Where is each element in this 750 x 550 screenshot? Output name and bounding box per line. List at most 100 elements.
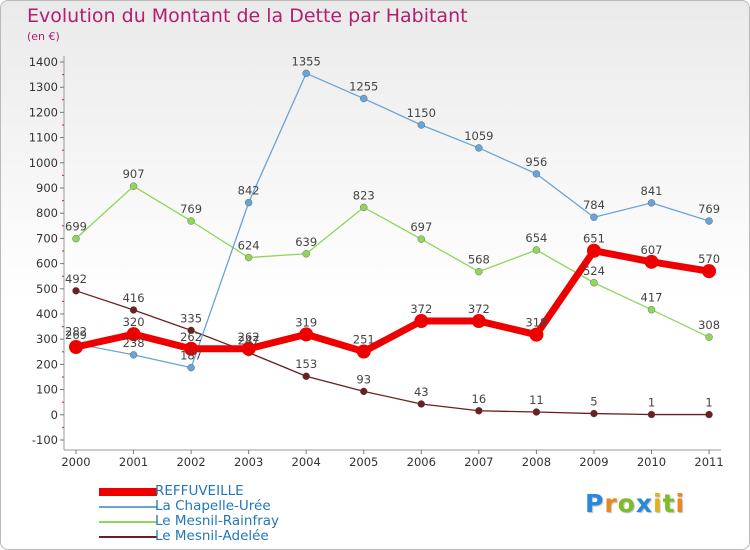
data-point-le-mesnil-rainfray — [705, 333, 713, 341]
data-label-reffuveille: 372 — [468, 302, 490, 316]
data-label-la-chapelle-ur-e: 238 — [123, 336, 145, 350]
data-label-la-chapelle-ur-e: 282 — [65, 325, 87, 339]
chart-title: Evolution du Montant de la Dette par Hab… — [27, 5, 468, 27]
unit-label: (en €) — [27, 30, 60, 43]
data-label-le-mesnil-adel-e: 16 — [472, 392, 487, 406]
data-point-le-mesnil-rainfray — [417, 235, 425, 243]
y-tick-label: 900 — [36, 181, 58, 195]
data-label-la-chapelle-ur-e: 1150 — [407, 106, 436, 120]
data-label-la-chapelle-ur-e: 1059 — [464, 129, 493, 143]
data-label-la-chapelle-ur-e: 1255 — [349, 80, 378, 94]
legend-swatch-le-mesnil-adel-e — [99, 529, 157, 543]
y-tick-label: 200 — [36, 357, 58, 371]
data-label-reffuveille: 251 — [353, 333, 375, 347]
logo-letter: t — [662, 489, 676, 518]
logo-letter: x — [635, 489, 653, 518]
data-point-le-mesnil-rainfray — [590, 279, 598, 287]
data-point-reffuveille — [356, 344, 371, 359]
data-label-le-mesnil-rainfray: 907 — [123, 167, 145, 181]
data-label-le-mesnil-rainfray: 639 — [295, 235, 317, 249]
data-label-le-mesnil-adel-e: 416 — [123, 291, 145, 305]
data-label-le-mesnil-adel-e: 93 — [356, 372, 371, 386]
data-point-reffuveille — [702, 264, 717, 279]
data-label-le-mesnil-adel-e: 335 — [180, 311, 202, 325]
data-point-la-chapelle-ur-e — [590, 213, 598, 221]
x-tick-label: 2005 — [349, 455, 378, 469]
data-label-le-mesnil-rainfray: 568 — [468, 253, 490, 267]
x-tick-label: 2000 — [61, 455, 90, 469]
data-point-le-mesnil-rainfray — [244, 253, 253, 262]
data-point-le-mesnil-adel-e — [532, 408, 541, 416]
data-label-le-mesnil-adel-e: 492 — [65, 272, 87, 286]
data-label-reffuveille: 320 — [123, 315, 145, 329]
data-label-le-mesnil-rainfray: 654 — [525, 231, 547, 245]
legend-label-reffuveille: REFFUVEILLE — [155, 483, 244, 499]
x-tick-label: 2009 — [579, 455, 608, 469]
data-label-reffuveille: 318 — [525, 316, 547, 330]
data-label-reffuveille: 262 — [180, 330, 202, 344]
data-point-le-mesnil-adel-e — [647, 410, 656, 419]
data-point-reffuveille — [299, 327, 314, 342]
data-point-le-mesnil-rainfray — [532, 246, 541, 254]
data-point-la-chapelle-ur-e — [244, 198, 253, 207]
y-tick-label: 400 — [36, 307, 58, 321]
data-label-le-mesnil-rainfray: 769 — [180, 202, 202, 216]
y-tick-label: 1000 — [29, 156, 58, 170]
data-point-reffuveille — [586, 243, 601, 258]
data-label-le-mesnil-adel-e: 247 — [238, 334, 260, 348]
logo-letter: i — [653, 489, 663, 518]
series-line-reffuveille — [72, 247, 713, 356]
y-tick-label: -100 — [32, 433, 58, 447]
data-point-la-chapelle-ur-e — [532, 170, 541, 178]
data-label-le-mesnil-rainfray: 823 — [353, 188, 375, 202]
data-label-reffuveille: 651 — [583, 232, 605, 246]
data-point-le-mesnil-rainfray — [475, 267, 483, 276]
data-point-la-chapelle-ur-e — [417, 121, 425, 129]
data-label-reffuveille: 607 — [641, 243, 663, 257]
data-label-le-mesnil-adel-e: 11 — [529, 393, 544, 407]
data-label-la-chapelle-ur-e: 1355 — [292, 54, 321, 68]
data-label-le-mesnil-rainfray: 524 — [583, 264, 605, 278]
data-point-le-mesnil-adel-e — [475, 407, 483, 415]
data-label-reffuveille: 262 — [238, 330, 260, 344]
data-label-le-mesnil-adel-e: 1 — [705, 396, 712, 410]
y-tick-label: 800 — [36, 206, 58, 220]
data-point-le-mesnil-adel-e — [590, 409, 598, 418]
series-line-le-mesnil-rainfray — [75, 185, 710, 338]
data-label-la-chapelle-ur-e: 769 — [698, 202, 720, 216]
x-tick-label: 2011 — [694, 455, 723, 469]
data-label-la-chapelle-ur-e: 956 — [525, 155, 547, 169]
data-point-le-mesnil-rainfray — [187, 217, 195, 225]
x-tick-label: 2010 — [637, 455, 666, 469]
data-point-le-mesnil-rainfray — [72, 234, 80, 243]
y-tick-label: 1400 — [29, 55, 58, 69]
data-point-le-mesnil-rainfray — [360, 203, 368, 212]
y-tick-label: 300 — [36, 332, 58, 346]
data-label-le-mesnil-rainfray: 697 — [410, 220, 432, 234]
logo-letter: r — [604, 489, 618, 518]
data-point-la-chapelle-ur-e — [129, 351, 138, 359]
data-point-reffuveille — [69, 340, 83, 355]
data-label-le-mesnil-rainfray: 624 — [238, 239, 260, 253]
y-tick-label: 700 — [36, 231, 58, 245]
y-tick-label: 1300 — [29, 80, 58, 94]
series-line-le-mesnil-adel-e — [75, 290, 710, 416]
legend-label-la-chapelle-ur-e: La Chapelle-Urée — [155, 498, 271, 514]
data-point-le-mesnil-adel-e — [302, 372, 310, 380]
data-label-le-mesnil-rainfray: 308 — [698, 318, 720, 332]
data-point-la-chapelle-ur-e — [705, 217, 713, 225]
data-label-reffuveille: 372 — [410, 302, 432, 316]
data-point-la-chapelle-ur-e — [647, 199, 656, 207]
y-tick-label: 1200 — [29, 105, 58, 119]
y-tick-label: 1100 — [29, 131, 58, 145]
data-label-reffuveille: 570 — [698, 252, 720, 266]
legend-swatch-le-mesnil-rainfray — [99, 514, 157, 528]
data-label-la-chapelle-ur-e: 187 — [180, 349, 202, 363]
data-point-reffuveille — [241, 341, 256, 356]
y-tick-label: 100 — [36, 383, 58, 397]
data-point-le-mesnil-adel-e — [72, 287, 80, 295]
data-point-le-mesnil-adel-e — [187, 326, 195, 335]
data-label-la-chapelle-ur-e: 784 — [583, 198, 605, 212]
data-point-reffuveille — [414, 314, 429, 329]
